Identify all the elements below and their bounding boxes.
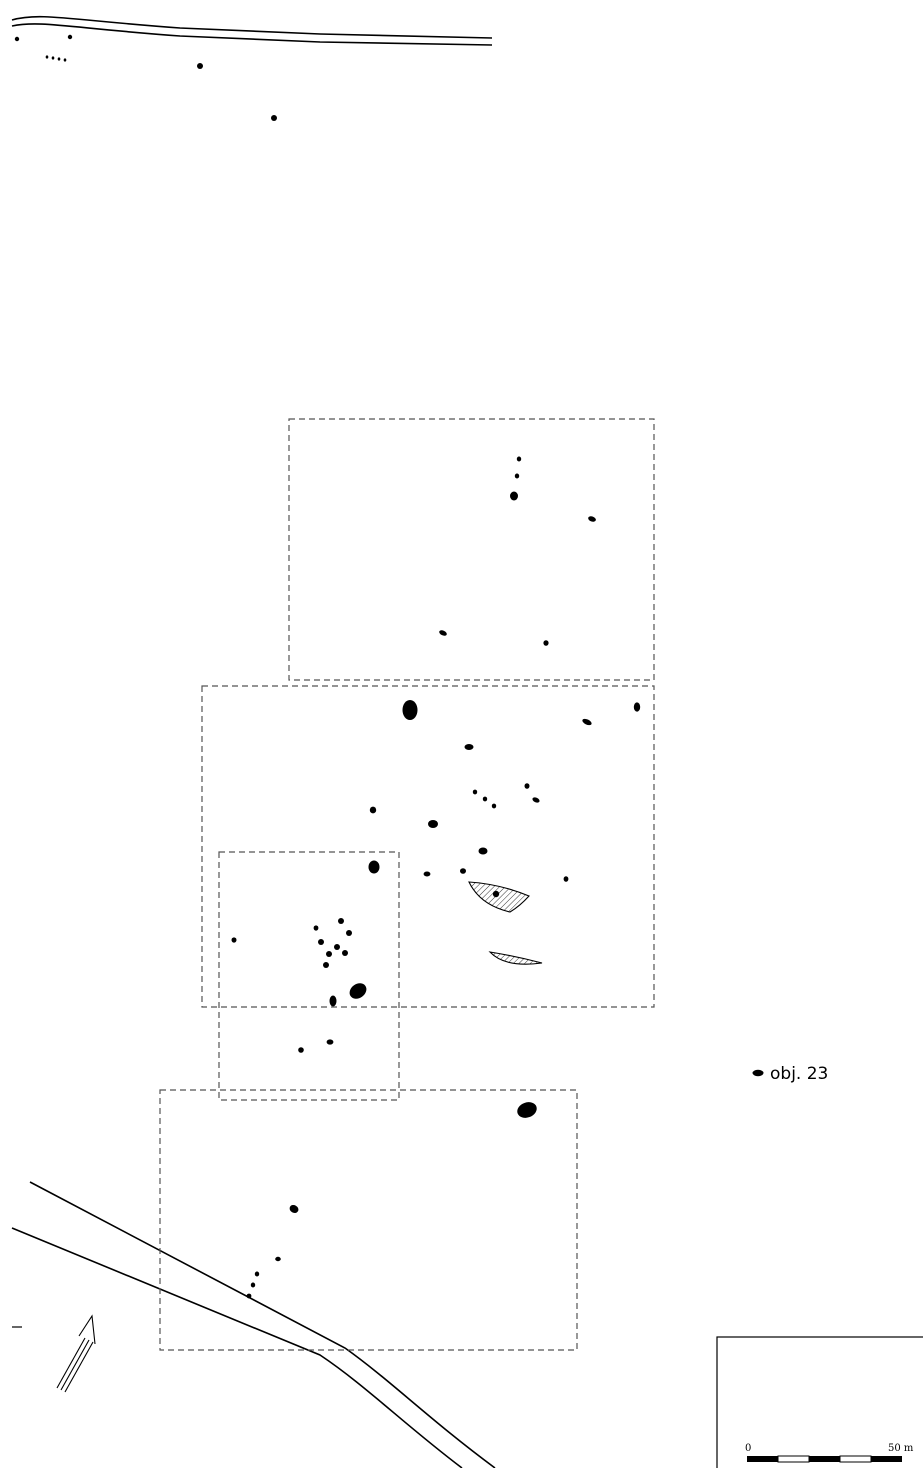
feature-points [14, 34, 641, 1299]
hatched-features [468, 881, 543, 965]
feature-point [342, 950, 348, 956]
road-top-edge-lower [11, 23, 493, 46]
feature-point [369, 806, 377, 814]
feature-point [460, 868, 466, 874]
feature-point [439, 630, 447, 636]
feature-point [516, 456, 522, 462]
feature-point [254, 1271, 260, 1277]
feature-point [326, 1039, 334, 1045]
scale-end-label: 50 m [888, 1443, 914, 1454]
scale-segment-black [747, 1456, 778, 1462]
feature-point [246, 1293, 252, 1299]
road-bottom-edge-upper [29, 1181, 496, 1468]
feature-point [334, 944, 340, 950]
feature-point [289, 1204, 299, 1214]
feature-point [275, 1256, 281, 1262]
feature-point [346, 930, 352, 936]
hatched-feature-2 [488, 951, 543, 965]
feature-point [492, 890, 500, 898]
feature-point [464, 744, 474, 750]
feature-point [582, 718, 592, 726]
feature-point [524, 783, 530, 789]
excavation-area-4 [159, 1089, 578, 1351]
scale-segment-white [839, 1455, 872, 1463]
road-top-edge-upper [11, 15, 493, 39]
feature-point [514, 473, 520, 479]
scale-start-label: 0 [745, 1443, 751, 1454]
feature-point [588, 516, 596, 522]
road-bottom-edge-lower [11, 1227, 463, 1468]
legend: obj. 23 [752, 1064, 828, 1084]
excavation-area-2 [201, 685, 655, 1008]
feature-point [318, 939, 324, 945]
feature-point [478, 847, 488, 855]
feature-point [423, 871, 431, 877]
feature-point [491, 803, 497, 809]
feature-point [313, 925, 319, 931]
hatched-feature-1 [468, 881, 530, 913]
feature-point [633, 702, 641, 712]
excavation-areas [159, 418, 655, 1351]
scale-segment-white [777, 1455, 810, 1463]
feature-point [428, 820, 438, 828]
feature-point [543, 640, 549, 646]
feature-point [368, 860, 380, 874]
feature-point [329, 995, 337, 1007]
road-top [11, 15, 493, 46]
scale-bar: 0 50 m [716, 1336, 923, 1468]
excavation-area-3 [218, 851, 400, 1101]
feature-point [51, 56, 55, 60]
feature-point [67, 34, 73, 40]
feature-point [349, 983, 367, 999]
road-bottom [11, 1181, 496, 1468]
scale-segment-black [871, 1456, 902, 1462]
feature-point [563, 876, 569, 882]
legend-label: obj. 23 [770, 1064, 828, 1084]
feature-point [57, 57, 61, 61]
feature-point [298, 1047, 304, 1053]
feature-point [532, 797, 540, 803]
feature-point [231, 937, 237, 943]
feature-marker-icon [752, 1069, 764, 1077]
scale-segment-black [809, 1456, 840, 1462]
scale-bar-segments [747, 1455, 902, 1463]
feature-point [250, 1282, 256, 1288]
feature-point [402, 700, 418, 720]
feature-point [482, 796, 488, 802]
feature-point [510, 491, 518, 501]
feature-point [517, 1102, 537, 1118]
feature-point [326, 951, 332, 957]
feature-point [323, 962, 329, 968]
scale-bar-frame [716, 1336, 923, 1468]
feature-point [63, 58, 67, 62]
feature-point [271, 115, 277, 121]
feature-point [45, 55, 49, 59]
feature-point [14, 36, 20, 42]
feature-point [338, 918, 344, 924]
excavation-area-1 [288, 418, 655, 681]
feature-point [472, 789, 478, 795]
north-arrow-icon [56, 1314, 96, 1393]
feature-point [197, 63, 203, 69]
